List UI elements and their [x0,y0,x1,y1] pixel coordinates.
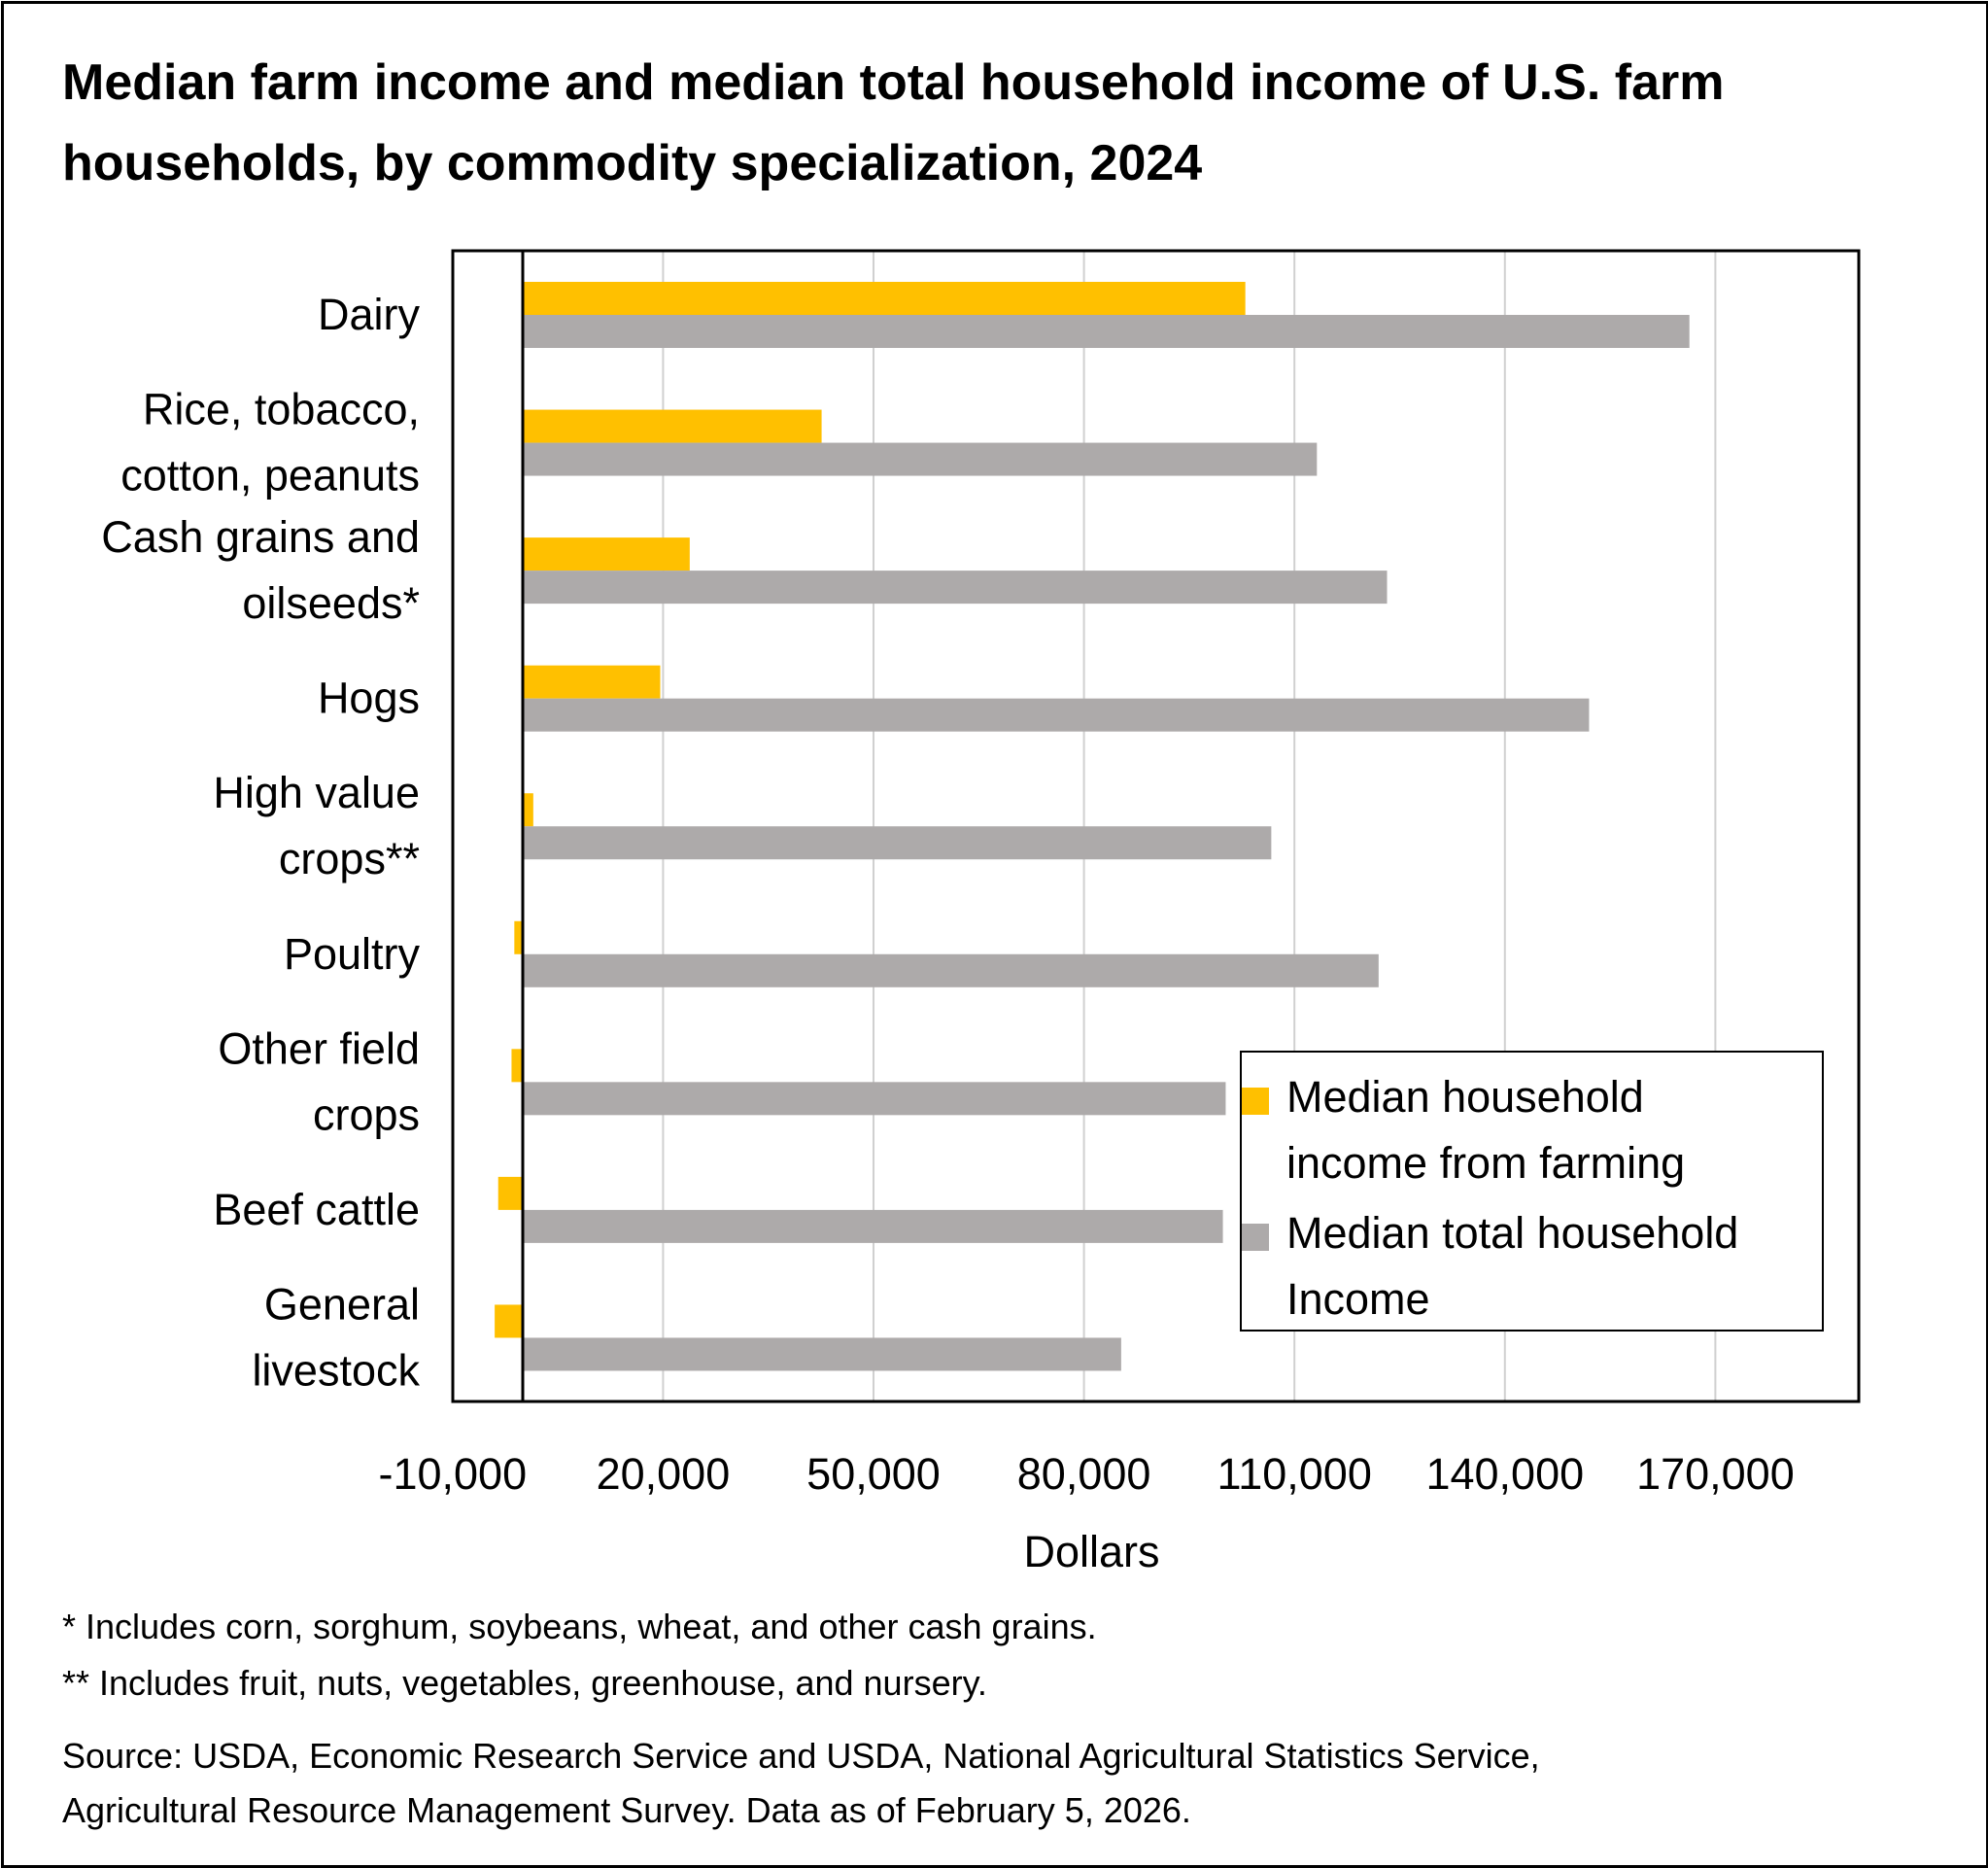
bar-total-income [523,442,1318,476]
category-label: General [264,1279,420,1329]
bars [495,282,1690,1371]
x-axis-title: Dollars [1023,1527,1159,1576]
footnote-high-value-crops: ** Includes fruit, nuts, vegetables, gre… [62,1663,987,1703]
source-line-1: Source: USDA, Economic Research Service … [62,1736,1540,1776]
category-label: Cash grains and [101,512,420,562]
category-label: Beef cattle [213,1185,420,1234]
bar-total-income [523,826,1272,860]
x-tick-label: -10,000 [378,1449,527,1499]
bar-farming-income [523,665,661,699]
x-tick-label: 80,000 [1017,1449,1151,1499]
category-label: Dairy [318,290,421,339]
legend-label-total: Median total household Income [1286,1208,1739,1324]
x-tick-label: 140,000 [1425,1449,1584,1499]
source-line-2: Agricultural Resource Management Survey.… [62,1790,1191,1830]
category-label: cotton, peanuts [120,451,420,501]
category-label: crops** [279,834,420,883]
x-tick-label: 20,000 [597,1449,731,1499]
category-label: crops [313,1090,420,1139]
bar-farming-income [523,282,1246,315]
category-label: Rice, tobacco, [143,385,420,434]
category-label: Poultry [284,929,421,979]
category-label: High value [213,768,420,817]
bar-total-income [523,571,1388,605]
bar-farming-income [514,920,523,954]
legend-item-farming: Median household income from farming [1242,1064,1792,1196]
bar-farming-income [511,1049,523,1083]
bar-total-income [523,1337,1121,1371]
bar-total-income [523,953,1379,987]
bar-farming-income [495,1304,523,1338]
category-label: oilseeds* [242,578,420,628]
labels: Dairy Rice, tobacco, cotton, peanuts Cash g… [101,290,1794,1576]
legend-item-total: Median total household Income [1242,1200,1792,1332]
category-label: livestock [252,1345,420,1395]
x-tick-label: 50,000 [806,1449,941,1499]
bar-farming-income [523,793,533,827]
bar-total-income [523,1209,1223,1243]
legend-swatch-farming [1242,1088,1269,1115]
footnote-cash-grains: * Includes corn, sorghum, soybeans, whea… [62,1607,1097,1646]
bar-farming-income [523,409,822,443]
bar-total-income [523,315,1690,348]
category-label: Other field [218,1023,420,1073]
x-tick-label: 170,000 [1636,1449,1795,1499]
bar-farming-income [523,537,690,571]
bar-total-income [523,1082,1226,1116]
legend-label-farming: Median household income from farming [1286,1072,1686,1188]
category-label: Hogs [318,674,420,723]
bar-farming-income [497,1176,523,1210]
legend-swatch-total [1242,1224,1269,1251]
plot-border [451,249,1861,1403]
x-tick-label: 110,000 [1217,1449,1372,1499]
axes [451,249,1861,1403]
chart-title: Median farm income and median total hous… [62,54,1725,191]
legend: Median household income from farming Med… [1240,1051,1824,1332]
bar-total-income [523,698,1590,732]
